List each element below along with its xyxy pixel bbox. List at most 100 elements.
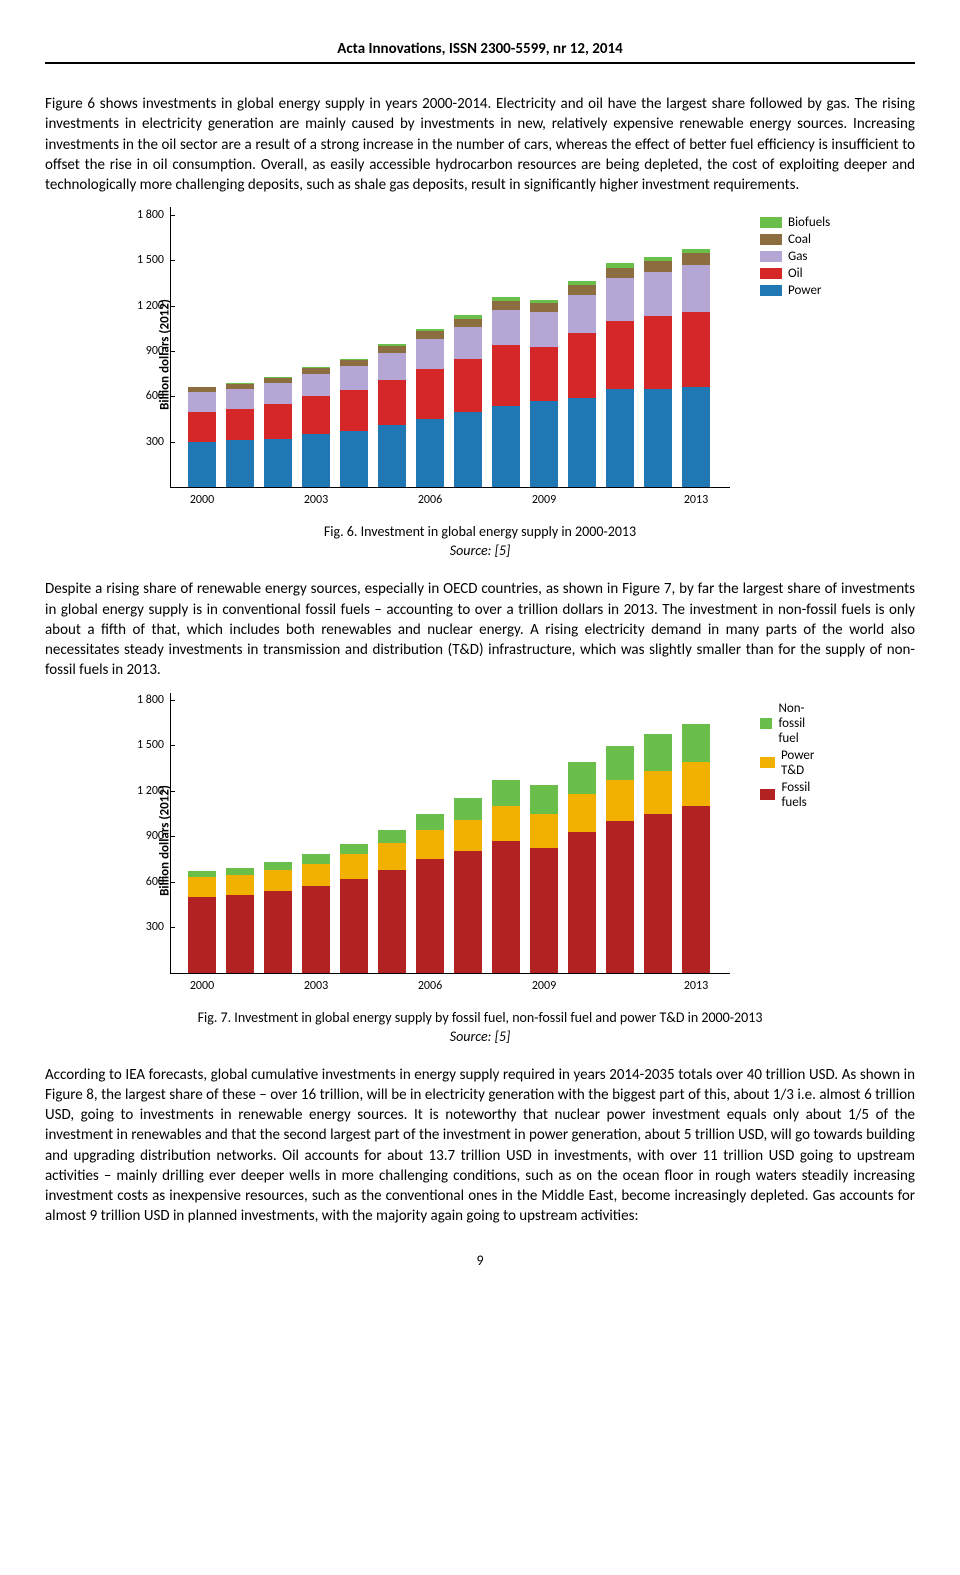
bar-segment [606,278,634,320]
legend-item: Power T&D [760,748,821,778]
bar-segment [568,832,596,973]
bar-segment [378,843,406,869]
bar-segment [226,409,254,441]
bar-segment [340,390,368,431]
bar-stack [644,734,672,972]
bar-segment [606,821,634,972]
chart-plot-area: Billion dollars (2012)3006009001 2001 50… [170,207,730,488]
bar-segment [682,387,710,487]
figure-6: Billion dollars (2012)3006009001 2001 50… [45,207,915,517]
bar-segment [416,419,444,487]
chart-legend: BiofuelsCoalGasOilPower [760,215,830,300]
legend-swatch [760,234,782,245]
bar-segment [682,253,710,265]
bar-segment [378,830,406,844]
bar-stack [606,263,634,487]
y-tick: 600 [146,875,170,889]
bar-segment [492,310,520,345]
y-tick: 1 800 [137,208,170,222]
legend-label: Fossil fuels [781,780,821,810]
bar-stack [530,785,558,973]
legend-swatch [760,268,782,279]
legend-swatch [760,718,772,729]
bar-segment [644,272,672,316]
bar-segment [340,366,368,390]
bar-segment [454,820,482,852]
bar-stack [644,257,672,487]
bar-segment [188,877,216,897]
page-number: 9 [45,1252,915,1269]
bar-segment [188,412,216,442]
bar-stack [492,780,520,972]
x-tick: 2003 [304,487,328,507]
bar-segment [378,346,406,353]
bar-stack [340,359,368,488]
bar-segment [340,431,368,487]
figure-7-source: Source: [5] [45,1028,915,1045]
bar-segment [530,401,558,487]
bar-segment [644,814,672,973]
bar-segment [454,412,482,488]
bar-stack [378,830,406,973]
paragraph-3: According to IEA forecasts, global cumul… [45,1065,915,1227]
y-tick: 1 500 [137,253,170,267]
bar-segment [188,442,216,487]
legend-label: Power T&D [781,748,822,778]
bar-segment [416,331,444,339]
bar-segment [302,374,330,397]
figure-7: Billion dollars (2012)3006009001 2001 50… [45,693,915,1003]
bar-stack [454,798,482,972]
legend-item: Gas [760,249,830,264]
bar-segment [606,746,634,781]
bar-segment [226,440,254,487]
y-tick: 900 [146,344,170,358]
bar-stack [416,814,444,973]
legend-item: Power [760,283,830,298]
x-tick: 2000 [190,487,214,507]
bar-segment [644,389,672,487]
bar-segment [264,870,292,891]
bar-stack [226,383,254,487]
x-tick: 2013 [684,487,708,507]
bar-segment [226,389,254,409]
bar-stack [606,746,634,973]
bar-segment [568,285,596,295]
bar-segment [378,380,406,425]
bar-segment [530,312,558,347]
bar-segment [264,383,292,404]
bar-stack [378,344,406,487]
bar-segment [264,404,292,439]
legend-label: Non-fossil fuel [778,701,821,746]
bar-segment [682,312,710,388]
bar-segment [340,844,368,855]
bar-segment [302,886,330,972]
y-tick: 300 [146,920,170,934]
bar-segment [416,859,444,973]
bar-segment [340,879,368,973]
bar-stack [416,329,444,487]
x-tick: 2000 [190,973,214,993]
bar-stack [568,281,596,487]
bar-segment [188,392,216,412]
bar-segment [606,780,634,821]
bar-segment [378,353,406,380]
bar-segment [264,439,292,487]
y-tick: 600 [146,389,170,403]
bar-segment [568,762,596,794]
bar-segment [454,319,482,327]
bar-segment [492,806,520,841]
bar-stack [454,315,482,488]
bar-segment [226,868,254,875]
legend-swatch [760,789,775,800]
chart-legend: Non-fossil fuelPower T&DFossil fuels [760,701,821,812]
bar-segment [378,870,406,973]
bar-stack [492,297,520,488]
bar-segment [416,339,444,369]
legend-label: Gas [788,249,808,264]
bar-segment [302,434,330,487]
legend-item: Biofuels [760,215,830,230]
bar-segment [454,798,482,819]
bar-segment [530,303,558,311]
bar-stack [188,387,216,488]
bar-segment [644,316,672,389]
